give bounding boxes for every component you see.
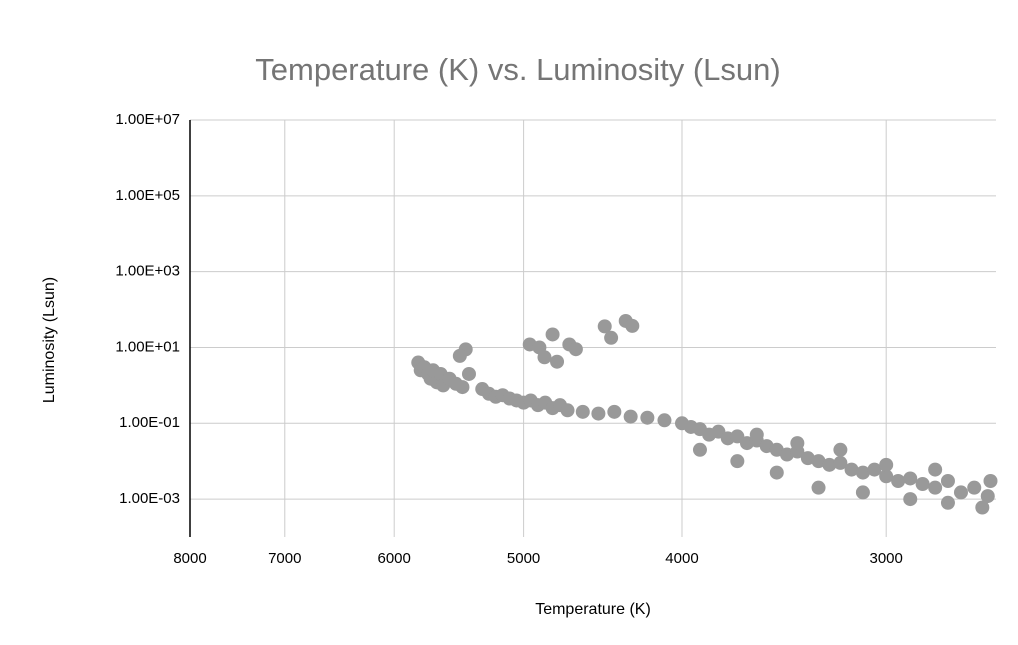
point	[568, 342, 583, 357]
point	[749, 427, 764, 442]
point	[607, 404, 622, 419]
x-tick-label: 4000	[665, 550, 698, 567]
y-tick-label: 1.00E+01	[115, 338, 180, 355]
point	[452, 348, 467, 363]
point	[855, 465, 870, 480]
point	[940, 474, 955, 489]
point	[790, 436, 805, 451]
point	[811, 454, 826, 469]
y-tick-label: 1.00E+05	[115, 187, 180, 204]
y-tick-label: 1.00E-03	[119, 490, 180, 507]
y-tick-label: 1.00E+03	[115, 263, 180, 280]
point	[928, 480, 943, 495]
point	[891, 474, 906, 489]
point	[980, 489, 995, 504]
point	[844, 462, 859, 477]
point	[730, 454, 745, 469]
point	[928, 462, 943, 477]
point	[811, 480, 826, 495]
point	[833, 442, 848, 457]
point	[879, 457, 894, 472]
point	[604, 330, 619, 345]
point	[560, 403, 575, 418]
point	[625, 318, 640, 333]
point	[903, 492, 918, 507]
x-tick-label: 8000	[173, 550, 206, 567]
point	[591, 406, 606, 421]
point	[575, 404, 590, 419]
point	[769, 465, 784, 480]
point	[455, 380, 470, 395]
point	[461, 366, 476, 381]
point	[545, 327, 560, 342]
point	[915, 477, 930, 492]
point	[940, 495, 955, 510]
y-tick-label: 1.00E+07	[115, 111, 180, 128]
y-tick-label: 1.00E-01	[119, 414, 180, 431]
point	[597, 319, 612, 334]
y-axis-title: Luminosity (Lsun)	[41, 277, 58, 403]
point	[800, 451, 815, 466]
point	[640, 410, 655, 425]
point	[855, 485, 870, 500]
chart-title: Temperature (K) vs. Luminosity (Lsun)	[255, 52, 780, 87]
point	[879, 469, 894, 484]
point	[550, 354, 565, 369]
point	[623, 409, 638, 424]
x-tick-label: 3000	[870, 550, 903, 567]
point	[953, 485, 968, 500]
x-tick-label: 5000	[507, 550, 540, 567]
point	[833, 455, 848, 470]
point	[975, 500, 990, 515]
point	[983, 474, 998, 489]
x-tick-label: 7000	[268, 550, 301, 567]
point	[903, 471, 918, 486]
point	[867, 462, 882, 477]
x-axis-title: Temperature (K)	[535, 601, 651, 618]
x-tick-label: 6000	[378, 550, 411, 567]
point	[657, 413, 672, 428]
point	[532, 340, 547, 355]
point	[692, 442, 707, 457]
point	[822, 457, 837, 472]
point	[967, 480, 982, 495]
